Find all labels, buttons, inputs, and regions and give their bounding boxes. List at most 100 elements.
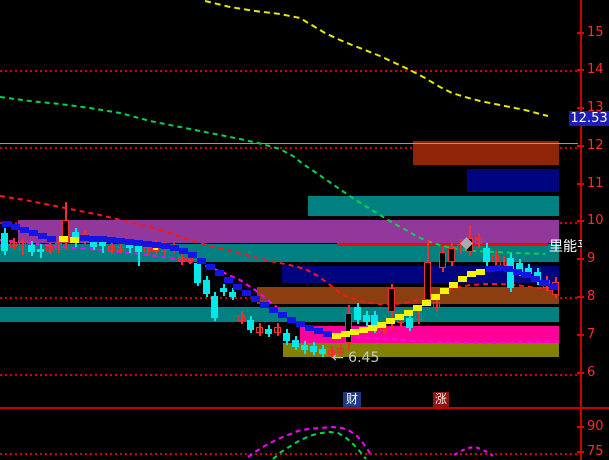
- candle: [1, 233, 8, 251]
- step-dot-blue: [134, 240, 143, 246]
- zone-olive: [283, 343, 559, 357]
- step-dot-blue: [143, 241, 152, 247]
- zone-teal-0: [308, 196, 559, 216]
- grid-dotted-line: [0, 70, 578, 72]
- candle-wick: [164, 242, 166, 256]
- candle-wick: [147, 243, 149, 255]
- step-dot-blue: [224, 277, 233, 283]
- step-dot-blue: [179, 248, 188, 254]
- step-dot-yellow: [395, 314, 404, 320]
- step-dot-yellow: [70, 237, 79, 243]
- axis-tick: [577, 69, 584, 71]
- step-dot-blue: [2, 221, 11, 227]
- zone-brown: [257, 287, 559, 304]
- step-dot-blue: [188, 252, 197, 258]
- step-dot-yellow: [413, 305, 422, 311]
- step-dot-yellow: [422, 300, 431, 306]
- candle: [424, 262, 431, 300]
- candle: [301, 345, 308, 350]
- candle: [211, 296, 218, 318]
- zone-navy-1: [467, 169, 559, 192]
- axis-tick: [577, 220, 584, 222]
- step-dot-blue: [486, 266, 495, 272]
- step-dot-blue: [513, 269, 522, 275]
- candle-wick: [340, 344, 342, 356]
- step-dot-blue: [260, 302, 269, 308]
- step-dot-blue: [215, 270, 224, 276]
- step-dot-blue: [170, 245, 179, 251]
- candle: [194, 263, 201, 283]
- ma-green: [0, 96, 546, 255]
- gray-level-line: [0, 143, 578, 144]
- panel-divider: [0, 407, 609, 409]
- candle: [371, 315, 378, 329]
- candle: [62, 220, 69, 243]
- candle: [247, 320, 254, 330]
- step-dot-blue: [251, 296, 260, 302]
- candle-wick: [58, 240, 60, 253]
- zone-purple: [18, 220, 559, 243]
- candle: [10, 242, 17, 247]
- step-dot-blue: [89, 236, 98, 242]
- candle-wick: [478, 233, 480, 248]
- candle: [492, 255, 499, 262]
- step-dot-blue: [504, 266, 513, 272]
- step-dot-blue: [242, 290, 251, 296]
- ma-red: [0, 195, 559, 305]
- candle-wick: [13, 238, 15, 250]
- candle: [178, 257, 185, 262]
- axis-label-12: 12: [587, 138, 604, 153]
- step-dot-blue: [233, 284, 242, 290]
- candle: [433, 302, 440, 308]
- lineng-label: 里能平: [549, 239, 582, 255]
- osc-magenta-main: [247, 425, 373, 458]
- zhang-event-marker[interactable]: 涨: [433, 392, 449, 407]
- cai-event-marker[interactable]: 财: [343, 392, 361, 407]
- step-dot-blue: [278, 312, 287, 318]
- step-dot-blue: [540, 280, 549, 286]
- candle-wick: [418, 309, 420, 324]
- candle: [265, 329, 272, 334]
- candle-wick: [22, 238, 24, 255]
- step-dot-blue: [29, 230, 38, 236]
- step-dot-yellow: [404, 310, 413, 316]
- axis-label-90: 90: [587, 419, 604, 434]
- step-dot-blue: [287, 317, 296, 323]
- step-dot-yellow: [341, 331, 350, 337]
- step-dot-blue: [323, 331, 332, 337]
- candle-wick: [436, 298, 438, 312]
- candle: [475, 238, 482, 244]
- axis-tick: [577, 372, 584, 374]
- axis-label-9: 9: [587, 251, 596, 266]
- candle: [388, 288, 395, 312]
- candle: [99, 242, 106, 246]
- step-dot-blue: [38, 233, 47, 239]
- grid-dotted-line: [0, 374, 578, 376]
- last-price-tag: 12.53: [569, 111, 609, 126]
- candle: [126, 244, 133, 248]
- ma-yellow: [204, 0, 549, 117]
- step-dot-blue: [116, 238, 125, 244]
- step-dot-blue: [107, 237, 116, 243]
- axis-tick: [577, 145, 584, 147]
- candle-wick: [138, 242, 140, 266]
- osc-magenta-bump: [453, 445, 494, 457]
- candle: [406, 318, 413, 328]
- candle: [483, 248, 490, 262]
- candle-wick: [259, 323, 261, 336]
- axis-label-8: 8: [587, 289, 596, 304]
- step-dot-blue: [20, 227, 29, 233]
- red-level-line: [337, 243, 548, 246]
- step-dot-blue: [47, 236, 56, 242]
- candle: [37, 249, 44, 252]
- candle-wick: [460, 239, 462, 254]
- step-dot-yellow: [467, 271, 476, 277]
- candle: [229, 292, 236, 297]
- candle: [135, 246, 142, 252]
- candle-wick: [241, 311, 243, 324]
- axis-label-10: 10: [587, 213, 604, 228]
- grid-dotted-line: [0, 147, 578, 149]
- step-dot-yellow: [476, 269, 485, 275]
- osc-green: [272, 430, 367, 460]
